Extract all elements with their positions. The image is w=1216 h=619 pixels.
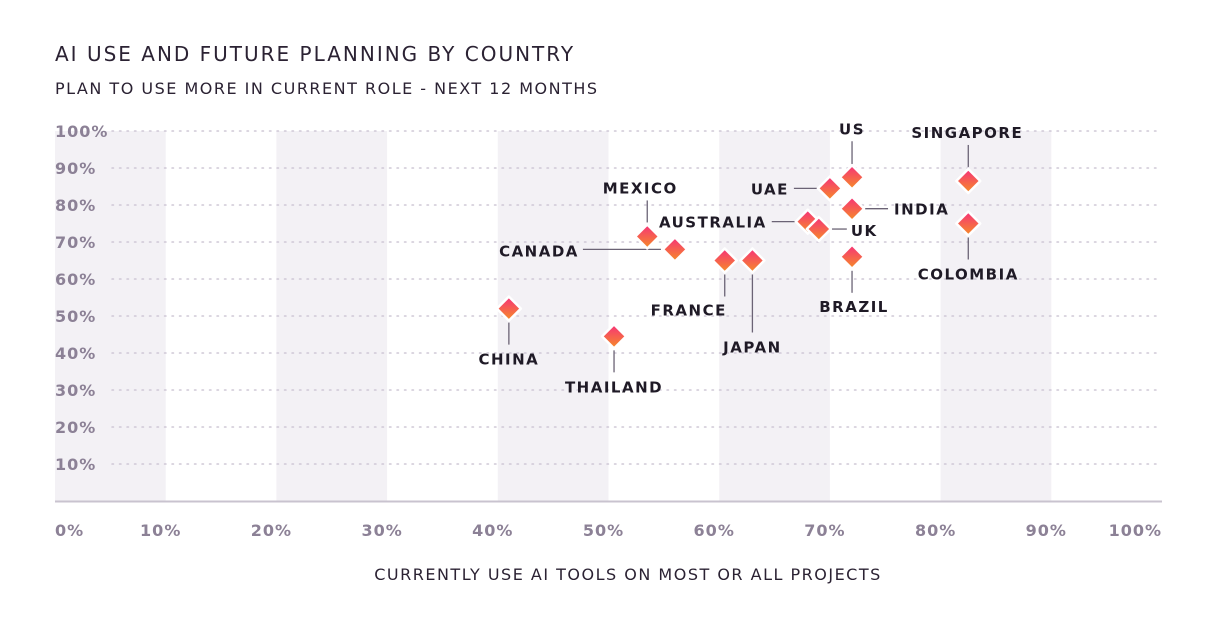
marker-india <box>838 195 866 222</box>
data-markers <box>495 164 982 350</box>
y-tick-label: 30% <box>55 381 96 400</box>
data-label-us: US <box>839 120 865 138</box>
y-tick-label: 40% <box>55 344 96 363</box>
x-tick-label: 90% <box>1026 521 1067 540</box>
data-label-uae: UAE <box>751 180 789 198</box>
marker-us <box>838 164 866 191</box>
y-tick-label: 70% <box>55 233 96 252</box>
data-label-japan: JAPAN <box>722 339 781 357</box>
y-tick-label: 100% <box>55 122 108 141</box>
y-axis-label: PLAN TO USE MORE IN CURRENT ROLE - NEXT … <box>55 79 599 98</box>
y-tick-labels: 10% 20% 30% 40% 50% 60% 70% 80% 90% 100% <box>55 122 108 474</box>
marker-thailand <box>600 323 628 350</box>
data-label-china: CHINA <box>478 351 539 369</box>
data-label-colombia: COLOMBIA <box>918 266 1019 284</box>
data-label-singapore: SINGAPORE <box>911 124 1023 142</box>
background-bands <box>55 131 1052 501</box>
marker-china <box>495 295 523 322</box>
gridlines <box>111 130 1163 465</box>
marker-canada <box>661 236 689 263</box>
data-label-uk: UK <box>851 222 878 240</box>
x-tick-labels: 0% 10% 20% 30% 40% 50% 60% 70% 80% 90% 100% <box>55 521 1162 540</box>
data-labels: SINGAPORE US UAE INDIA AUSTRALIA UK COLOMBIA ME… <box>478 120 1023 396</box>
marker-colombia <box>955 210 982 237</box>
x-tick-label: 80% <box>915 521 956 540</box>
x-tick-label: 30% <box>361 521 402 540</box>
data-label-brazil: BRAZIL <box>819 298 889 316</box>
x-tick-label: 70% <box>804 521 845 540</box>
x-tick-label: 10% <box>140 521 181 540</box>
x-axis-label: CURRENTLY USE AI TOOLS ON MOST OR ALL PR… <box>374 565 882 584</box>
x-tick-label: 50% <box>583 521 624 540</box>
data-label-mexico: MEXICO <box>603 179 678 197</box>
marker-uk <box>805 215 833 243</box>
marker-uae <box>816 175 844 202</box>
y-tick-label: 10% <box>55 455 96 474</box>
x-tick-label: 40% <box>472 521 513 540</box>
data-label-india: INDIA <box>894 201 949 219</box>
band-0 <box>55 131 166 501</box>
label-leader-lines <box>508 141 969 373</box>
x-tick-label: 100% <box>1109 521 1162 540</box>
marker-mexico <box>633 223 661 250</box>
marker-france <box>711 247 738 274</box>
chart-title: AI USE AND FUTURE PLANNING BY COUNTRY <box>55 42 576 66</box>
marker-singapore <box>955 167 982 195</box>
x-tick-label: 0% <box>55 521 84 540</box>
data-label-france: FRANCE <box>651 302 727 320</box>
y-tick-label: 80% <box>55 196 96 215</box>
marker-brazil <box>838 243 866 271</box>
y-tick-label: 50% <box>55 307 96 326</box>
data-label-australia: AUSTRALIA <box>659 214 767 232</box>
data-label-thailand: THAILAND <box>565 378 663 396</box>
x-tick-label: 20% <box>251 521 292 540</box>
x-tick-label: 60% <box>694 521 735 540</box>
data-label-canada: CANADA <box>499 242 579 260</box>
y-tick-label: 60% <box>55 270 96 289</box>
y-tick-label: 20% <box>55 418 96 437</box>
y-tick-label: 90% <box>55 159 96 178</box>
marker-japan <box>739 247 766 274</box>
